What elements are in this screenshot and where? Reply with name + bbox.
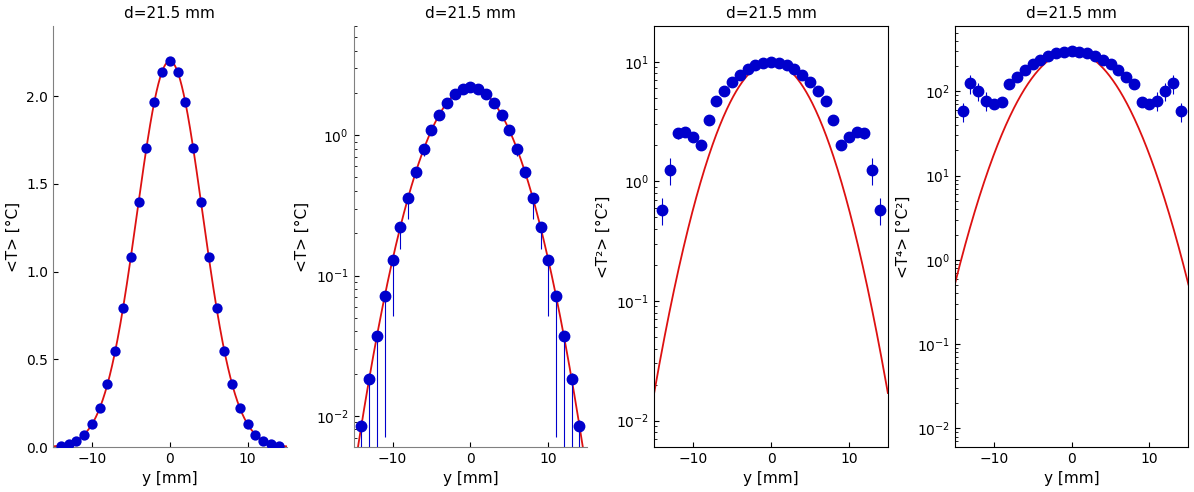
Point	[98, 380, 117, 388]
Point	[91, 404, 110, 412]
Point	[129, 198, 148, 206]
X-axis label: y [mm]: y [mm]	[142, 471, 198, 487]
Point	[59, 440, 78, 448]
Point	[106, 347, 125, 355]
Title: d=21.5 mm: d=21.5 mm	[726, 5, 817, 21]
X-axis label: y [mm]: y [mm]	[1044, 471, 1100, 487]
Y-axis label: <T⁴> [°C²]: <T⁴> [°C²]	[897, 195, 911, 277]
Title: d=21.5 mm: d=21.5 mm	[124, 5, 215, 21]
Point	[246, 430, 265, 438]
Point	[153, 68, 172, 76]
Point	[199, 253, 219, 261]
Point	[168, 68, 187, 76]
Point	[113, 304, 133, 312]
Point	[222, 380, 241, 388]
Point	[184, 144, 203, 152]
X-axis label: y [mm]: y [mm]	[743, 471, 799, 487]
X-axis label: y [mm]: y [mm]	[443, 471, 498, 487]
Point	[191, 198, 210, 206]
Point	[176, 98, 195, 106]
Point	[207, 304, 226, 312]
Title: d=21.5 mm: d=21.5 mm	[1026, 5, 1118, 21]
Point	[230, 404, 250, 412]
Point	[261, 440, 281, 448]
Point	[270, 442, 289, 450]
Y-axis label: <T> [°C]: <T> [°C]	[6, 201, 20, 272]
Point	[238, 420, 257, 428]
Point	[122, 253, 141, 261]
Point	[67, 436, 86, 444]
Y-axis label: <T> [°C]: <T> [°C]	[295, 201, 310, 272]
Point	[160, 57, 179, 65]
Point	[82, 420, 101, 428]
Point	[137, 144, 156, 152]
Y-axis label: <T²> [°C²]: <T²> [°C²]	[596, 195, 610, 277]
Point	[144, 98, 164, 106]
Point	[51, 442, 70, 450]
Point	[74, 430, 93, 438]
Point	[253, 436, 272, 444]
Title: d=21.5 mm: d=21.5 mm	[425, 5, 516, 21]
Point	[215, 347, 234, 355]
